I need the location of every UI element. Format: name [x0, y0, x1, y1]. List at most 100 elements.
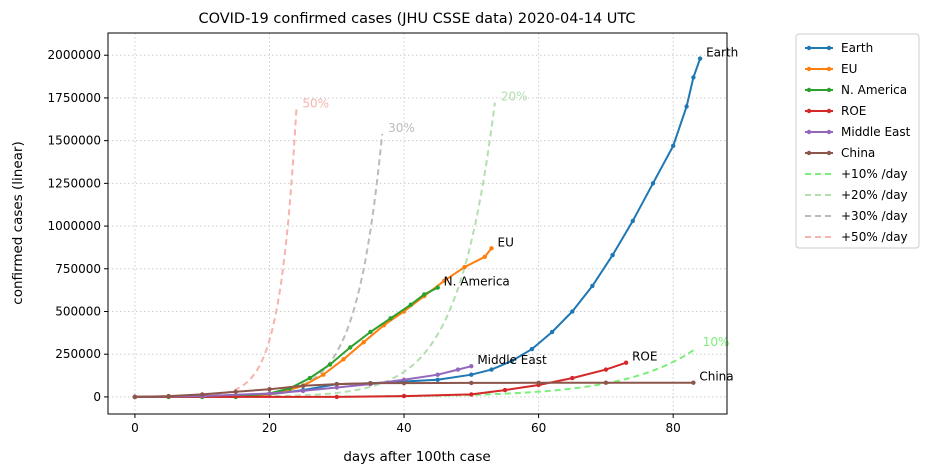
x-tick-label: 40 [396, 421, 411, 435]
data-point [300, 388, 306, 394]
data-point [348, 345, 353, 350]
data-point [435, 372, 440, 377]
data-point [489, 367, 494, 372]
data-point [549, 329, 555, 335]
series-line [134, 58, 702, 398]
x-axis-label: days after 100th case [343, 449, 490, 465]
data-point [435, 377, 440, 382]
data-point [462, 264, 467, 270]
series-line [134, 347, 698, 398]
series-line [134, 102, 496, 398]
data-point [401, 377, 407, 382]
data-point [603, 367, 609, 372]
legend-label: +30% /day [841, 209, 908, 223]
data-point [233, 389, 238, 394]
legend: Earth EU N. America ROE Middle East China +10%… [795, 33, 920, 249]
data-point [327, 362, 333, 367]
data-point [623, 360, 629, 365]
legend-label: Middle East [841, 125, 911, 139]
legend-item-earth: Earth [805, 41, 873, 55]
series-end-label: 30% [388, 121, 415, 135]
legend-label: +20% /day [841, 188, 908, 202]
series-line [134, 361, 627, 398]
series-end-label: 50% [302, 96, 329, 110]
data-point [401, 393, 407, 399]
legend-label: EU [841, 62, 857, 76]
series-end-label: EU [498, 235, 514, 249]
end-labels: 10% 20% 30% 50% Earth EU N. America ROE Middle E… [302, 46, 738, 384]
data-point [469, 372, 474, 377]
series-roe [132, 360, 629, 400]
series-end-label: ROE [632, 350, 657, 364]
y-tick-label: 500000 [55, 304, 101, 318]
data-point [267, 391, 272, 396]
data-point [200, 392, 205, 397]
legend-marker [826, 129, 832, 135]
data-point [630, 218, 635, 224]
data-point [368, 329, 373, 335]
y-axis: 0 250000 500000 750000 1000000 1250000 1500000… [48, 48, 108, 404]
y-tick-label: 1250000 [48, 176, 101, 190]
legend-label: ROE [841, 104, 866, 118]
legend-marker [826, 108, 832, 114]
data-point [502, 387, 508, 393]
data-point [610, 252, 615, 258]
data-point [334, 381, 339, 387]
legend-marker [826, 45, 832, 51]
data-point [570, 375, 575, 381]
data-point [536, 380, 541, 385]
legend-marker [806, 129, 812, 135]
data-point [435, 285, 440, 290]
chart-title: COVID-19 confirmed cases (JHU CSSE data)… [198, 11, 635, 27]
data-point [469, 392, 474, 397]
data-point [469, 364, 474, 369]
legend-item-middle-east: Middle East [805, 125, 911, 139]
data-point [671, 143, 676, 148]
data-point [368, 381, 373, 386]
legend-marker [806, 45, 812, 51]
x-tick-label: 80 [666, 421, 681, 435]
legend-label: +10% /day [841, 167, 908, 181]
y-tick-label: 1500000 [48, 134, 101, 148]
legend-item-20-day: +20% /day [805, 188, 908, 202]
data-point [691, 380, 696, 385]
data-point [321, 372, 326, 377]
legend-marker [806, 108, 812, 114]
series-earth [132, 56, 703, 400]
data-point [691, 75, 696, 80]
data-point [570, 309, 575, 314]
legend-item-eu: EU [805, 62, 857, 76]
data-point [388, 316, 393, 321]
legend-item-50-day: +50% /day [805, 230, 908, 244]
data-point [300, 383, 306, 388]
legend-label: Earth [841, 41, 873, 55]
legend-item-roe: ROE [805, 104, 866, 118]
x-tick-label: 60 [531, 421, 546, 435]
series-end-label: Earth [706, 46, 738, 60]
x-tick-label: 0 [131, 421, 139, 435]
series-china [132, 380, 696, 400]
data-point [482, 254, 487, 259]
data-point [422, 292, 427, 297]
legend-marker [806, 150, 812, 156]
legend-label: +50% /day [841, 230, 908, 244]
data-point [132, 394, 138, 400]
data-point [401, 380, 407, 386]
data-point [267, 387, 272, 392]
legend-item-n-america: N. America [805, 83, 907, 97]
legend-marker [826, 150, 832, 156]
data-point [307, 375, 312, 381]
series-end-label: China [699, 370, 733, 384]
data-point [509, 358, 514, 364]
series-end-label: 20% [501, 90, 528, 104]
data-point [529, 346, 535, 352]
plot-frame [107, 32, 728, 415]
y-axis-label: confirmed cases (linear) [10, 141, 26, 304]
data-point [590, 283, 595, 289]
series-10-day [134, 347, 698, 398]
legend-item-china: China [805, 146, 875, 160]
data-point [697, 56, 703, 61]
legend-label: N. America [841, 83, 907, 97]
legend-marker [826, 87, 832, 93]
